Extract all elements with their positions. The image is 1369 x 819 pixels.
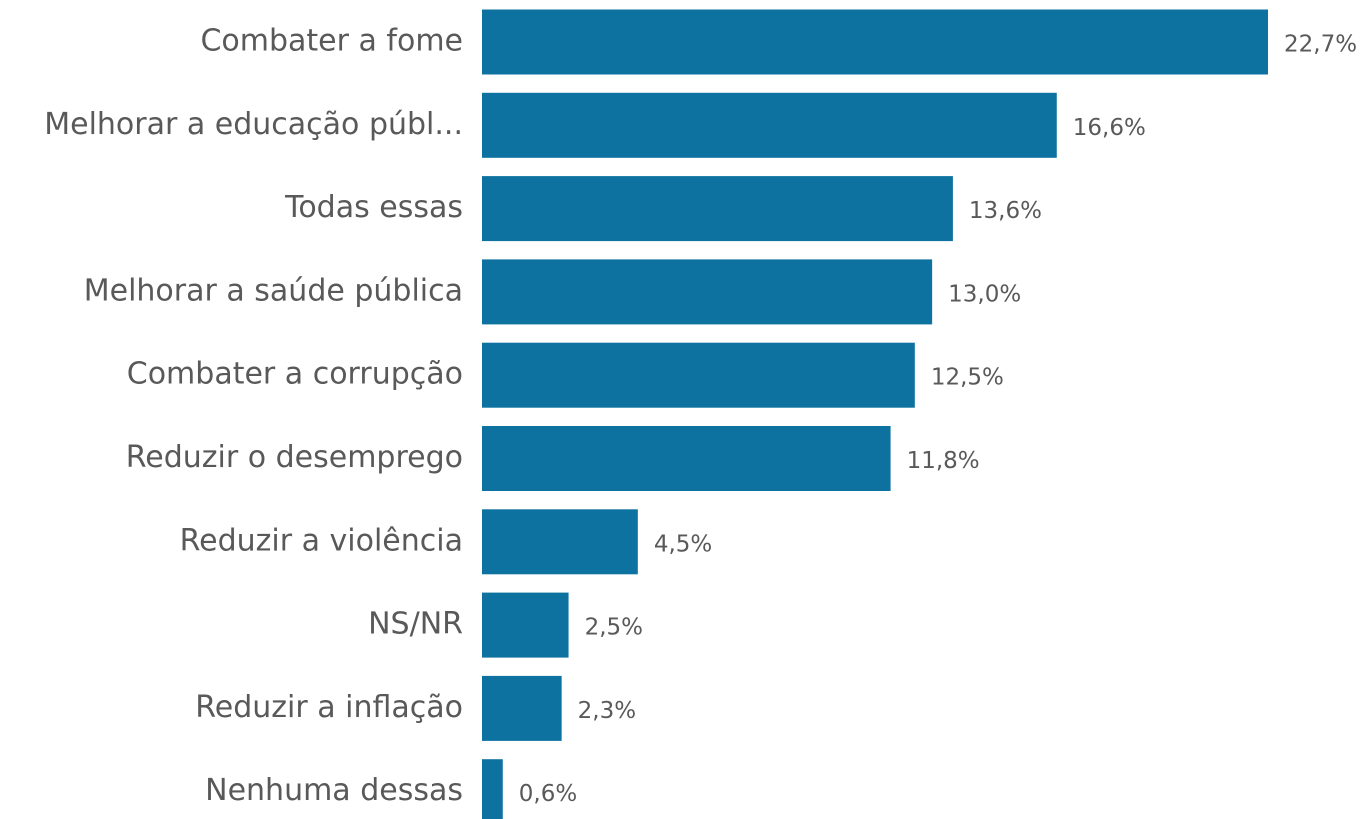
category-label: Reduzir a inflação: [195, 690, 463, 725]
bar: [482, 592, 569, 658]
bar: [482, 342, 915, 408]
bar: [482, 92, 1057, 158]
value-label: 11,8%: [907, 448, 980, 474]
category-label: NS/NR: [368, 607, 463, 642]
category-label: Combater a fome: [200, 24, 463, 59]
value-label: 0,6%: [519, 781, 577, 807]
value-label: 13,0%: [948, 281, 1021, 307]
bar: [482, 759, 503, 819]
value-label: 13,6%: [969, 198, 1042, 224]
value-label: 2,3%: [578, 698, 636, 724]
value-label: 2,5%: [585, 615, 643, 641]
category-label: Melhorar a saúde pública: [84, 273, 463, 308]
category-label: Reduzir a violência: [180, 523, 463, 558]
bar: [482, 176, 953, 242]
bar: [482, 9, 1268, 75]
category-label: Melhorar a educação públ...: [44, 107, 463, 142]
category-label: Nenhuma dessas: [205, 773, 463, 808]
bar: [482, 426, 891, 491]
category-label: Combater a corrupção: [127, 357, 463, 392]
value-label: 12,5%: [931, 365, 1004, 391]
value-label: 16,6%: [1073, 115, 1146, 141]
category-label: Reduzir o desemprego: [126, 440, 463, 475]
value-label: 22,7%: [1284, 32, 1357, 58]
category-label: Todas essas: [284, 190, 463, 225]
bar: [482, 259, 933, 325]
bar: [482, 675, 562, 741]
value-label: 4,5%: [654, 531, 712, 557]
bar: [482, 509, 638, 575]
